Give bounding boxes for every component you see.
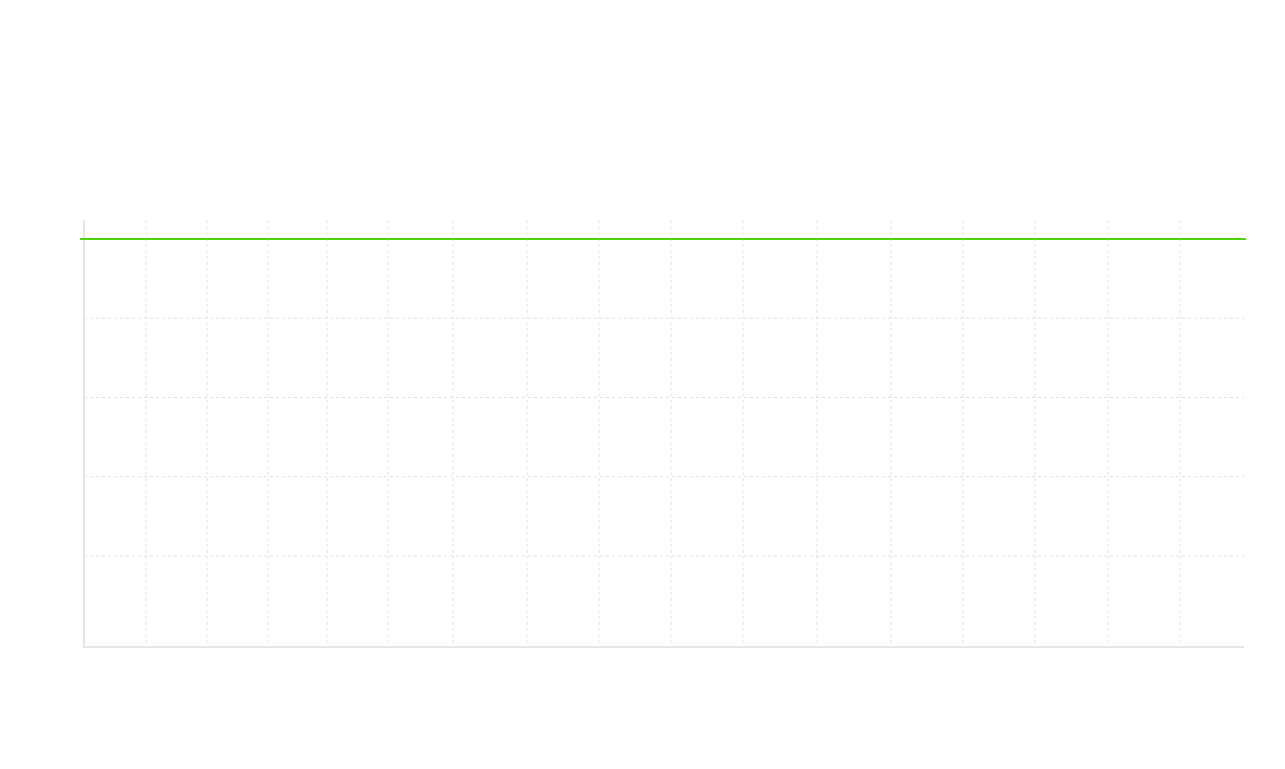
grid: [84, 220, 1244, 647]
